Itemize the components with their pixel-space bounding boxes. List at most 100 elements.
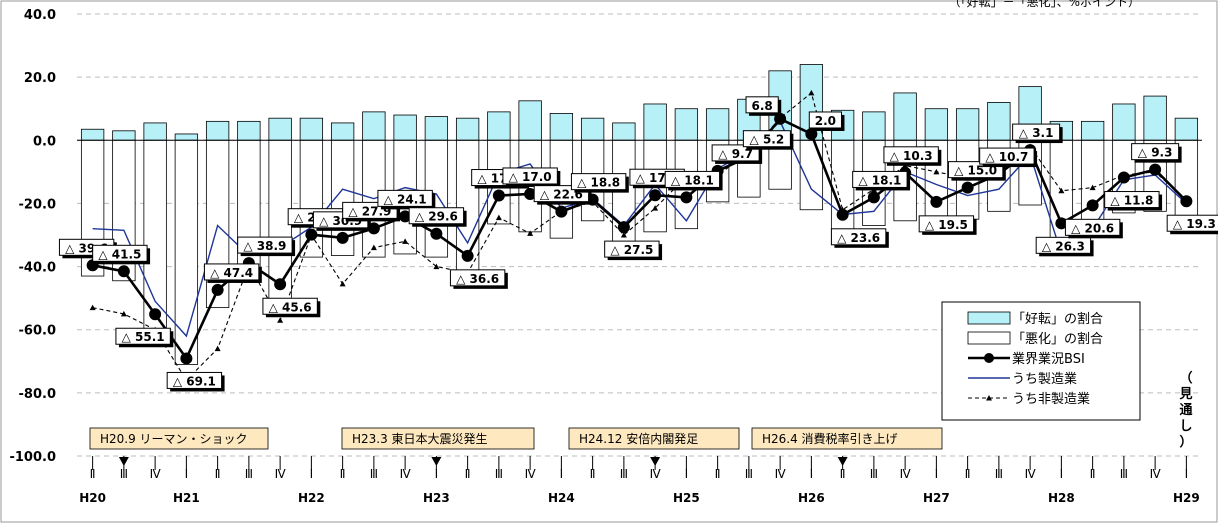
quarter-label: Ⅰ [810,467,814,481]
bsi-point [649,189,662,202]
data-label-box [742,130,791,148]
good-bar [674,108,699,141]
year-label: H23 [423,491,450,505]
data-label: △ 20.6 [1071,221,1114,235]
bsi-point [430,227,443,240]
y-tick-label: -20.0 [19,197,56,212]
forecast-note: （見通し） [1178,370,1192,450]
quarter-label: Ⅰ [685,467,689,481]
quarter-label: Ⅳ [400,467,411,481]
quarter-label: Ⅲ [245,467,253,481]
quarter-label: Ⅱ [965,467,971,481]
non-manufacturing-point [652,205,659,211]
data-label: △ 11.8 [1110,194,1153,208]
quarter-label: Ⅰ [935,467,939,481]
data-label: △ 47.4 [210,266,253,280]
data-label: 2.0 [815,114,836,128]
bsi-point [149,308,162,321]
quarter-label: Ⅱ [215,467,221,481]
bsi-point [211,283,224,296]
quarter-label: Ⅰ [185,467,189,481]
data-label-box [1012,123,1061,141]
y-tick-label: -80.0 [19,387,56,402]
legend-swatch-good [967,311,1011,325]
bsi-point [1149,163,1162,176]
data-label: △ 45.6 [269,300,312,314]
legend-label: うち製造業 [1012,371,1077,387]
data-label: △ 5.2 [750,133,785,147]
quarter-label: Ⅱ [840,467,846,481]
quarter-label: Ⅱ [465,467,471,481]
events: H20.9 リーマン・ショック H23.3 東日本大震災発生 H24.12 安倍内閣… [89,427,943,466]
data-label: △ 27.5 [610,243,653,257]
quarter-label: Ⅲ [995,467,1003,481]
good-bar [580,117,605,141]
quarter-label: Ⅲ [120,467,128,481]
year-label: H24 [548,491,575,505]
data-label: △ 9.7 [718,147,753,161]
forecast-char: ） [1179,434,1192,450]
good-bar [643,103,667,141]
data-label: △ 41.5 [98,247,141,261]
year-label: H20 [79,491,106,505]
data-label: △ 9.3 [1138,146,1173,160]
quarter-label: Ⅳ [150,467,161,481]
non-manufacturing-point [808,89,815,96]
data-label-box [979,147,1035,165]
data-label-box [808,111,842,129]
quarter-label: Ⅳ [525,467,536,481]
y-tick-label: -40.0 [19,261,56,276]
data-label: △ 18.1 [671,173,714,187]
good-bar [330,122,355,141]
bad-bar [1080,139,1105,225]
year-label: H26 [798,491,825,505]
good-bar [893,92,917,141]
data-label-box [115,327,171,345]
data-label-box [449,269,506,287]
good-bar [1112,103,1136,141]
quarter-label: Ⅲ [870,467,878,481]
y-tick-label: 0.0 [33,134,56,149]
legend-label: 「悪化」の割合 [1012,331,1103,347]
good-bar [174,133,199,141]
bsi-point [1055,217,1068,230]
non-manufacturing-point [370,244,377,251]
data-label-box [237,236,293,254]
legend-label: 「好転」の割合 [1012,311,1103,327]
data-label: △ 24.1 [384,192,427,206]
data-label-box [745,96,779,114]
quarter-label: Ⅱ [590,467,596,481]
non-manufacturing-point [214,345,221,352]
bsi-point [367,222,380,235]
quarter-label: Ⅰ [560,467,564,481]
data-label: △ 55.1 [122,330,165,344]
quarter-label: Ⅱ [340,467,346,481]
data-label: △ 15.0 [954,164,997,178]
data-label: △ 26.3 [1042,239,1085,253]
bsi-point [274,278,287,291]
data-label-box [604,240,660,258]
data-label-box [92,244,148,262]
bsi-point [336,231,349,244]
quarter-label: Ⅳ [1025,467,1036,481]
legend-marker-non-manufacturing [986,395,992,401]
data-label: △ 22.6 [540,188,583,202]
good-bar [1143,95,1167,141]
data-label-box [830,228,887,246]
bsi-point [86,259,99,272]
bsi-point [617,221,630,234]
data-label: △ 10.3 [890,149,933,163]
event-box [89,427,269,450]
data-label-box [883,146,939,164]
quarter-label: Ⅰ [310,467,314,481]
forecast-char: し [1179,419,1192,434]
legend-swatch-bad [967,331,1011,345]
chart-title: （「好転」－「悪化」、%ポイント） [949,0,1140,9]
data-label-box [1166,214,1218,232]
good-bar [987,102,1011,141]
good-bar [455,117,480,141]
legend-label: 業界業況BSI [1012,351,1085,367]
bsi-point [524,187,537,200]
good-bar [205,120,230,141]
bsi-point [680,191,693,204]
